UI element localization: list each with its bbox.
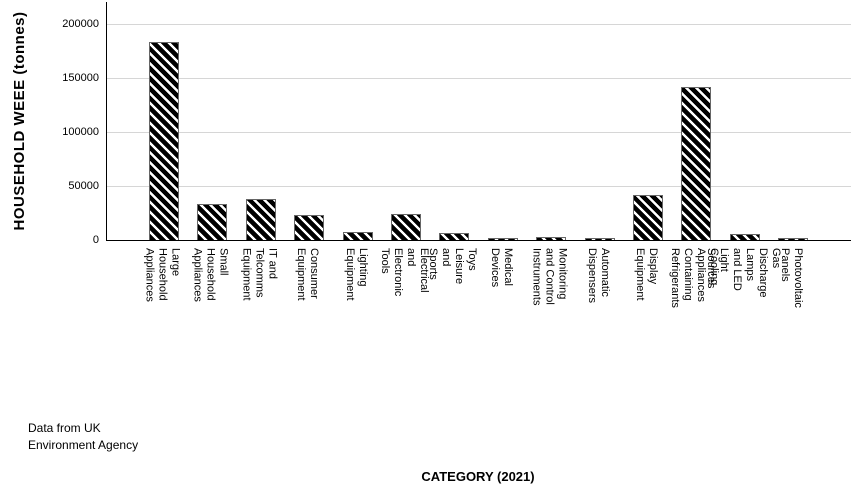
x-axis-title: CATEGORY (2021) xyxy=(421,469,535,484)
x-category-label-text: Lighting Equipment xyxy=(343,248,369,301)
source-annotation: Data from UK Environment Agency xyxy=(28,421,139,452)
gridline-150000 xyxy=(107,78,851,79)
x-category-label-text: Display Equipment xyxy=(634,248,659,301)
x-category-label-text: Photovoltaic Panels xyxy=(779,248,805,308)
x-category-label-text: Monitoring and Control Instruments xyxy=(530,248,569,306)
gridline-50000 xyxy=(107,186,851,187)
bar xyxy=(536,237,567,240)
bar xyxy=(584,238,615,240)
y-tick-label: 200000 xyxy=(62,17,99,30)
x-category-label-text: Medical Devices xyxy=(488,248,514,288)
bar xyxy=(197,204,228,240)
bar xyxy=(245,199,276,240)
bar xyxy=(633,195,663,240)
bar xyxy=(487,238,518,240)
y-axis-title: HOUSEHOLD WEEE (tonnes) xyxy=(11,11,28,231)
x-category-label-text: Toys Leisure and Sports xyxy=(427,248,479,285)
bar xyxy=(294,215,325,240)
y-tick-label: 0 xyxy=(92,233,99,246)
x-category-label-text: Electrical and Electronic Tools xyxy=(379,248,430,297)
plot-area xyxy=(106,2,851,241)
x-category-label-text: IT and Telcomms Equipment xyxy=(240,248,279,301)
y-tick-label: 100000 xyxy=(62,125,99,138)
bar xyxy=(778,238,809,240)
gridline-100000 xyxy=(107,132,851,133)
x-category-label-text: Automatic Dispensers xyxy=(585,248,611,304)
bar xyxy=(439,232,470,240)
y-tick-label: 150000 xyxy=(62,71,99,84)
x-category-label-text: Small Household Appliances xyxy=(191,248,230,302)
x-category-label-text: Gas Discharge Lamps and LED Light Source… xyxy=(704,248,782,298)
y-tick-label: 50000 xyxy=(68,179,99,192)
bar xyxy=(391,213,421,240)
bar xyxy=(342,231,373,240)
x-category-label-text: Large Household Appliances xyxy=(143,248,182,302)
bar xyxy=(681,86,712,240)
gridline-200000 xyxy=(107,24,851,25)
x-category-label-text: Consumer Equipment xyxy=(295,248,321,301)
bar xyxy=(149,42,179,240)
bar xyxy=(729,233,760,240)
